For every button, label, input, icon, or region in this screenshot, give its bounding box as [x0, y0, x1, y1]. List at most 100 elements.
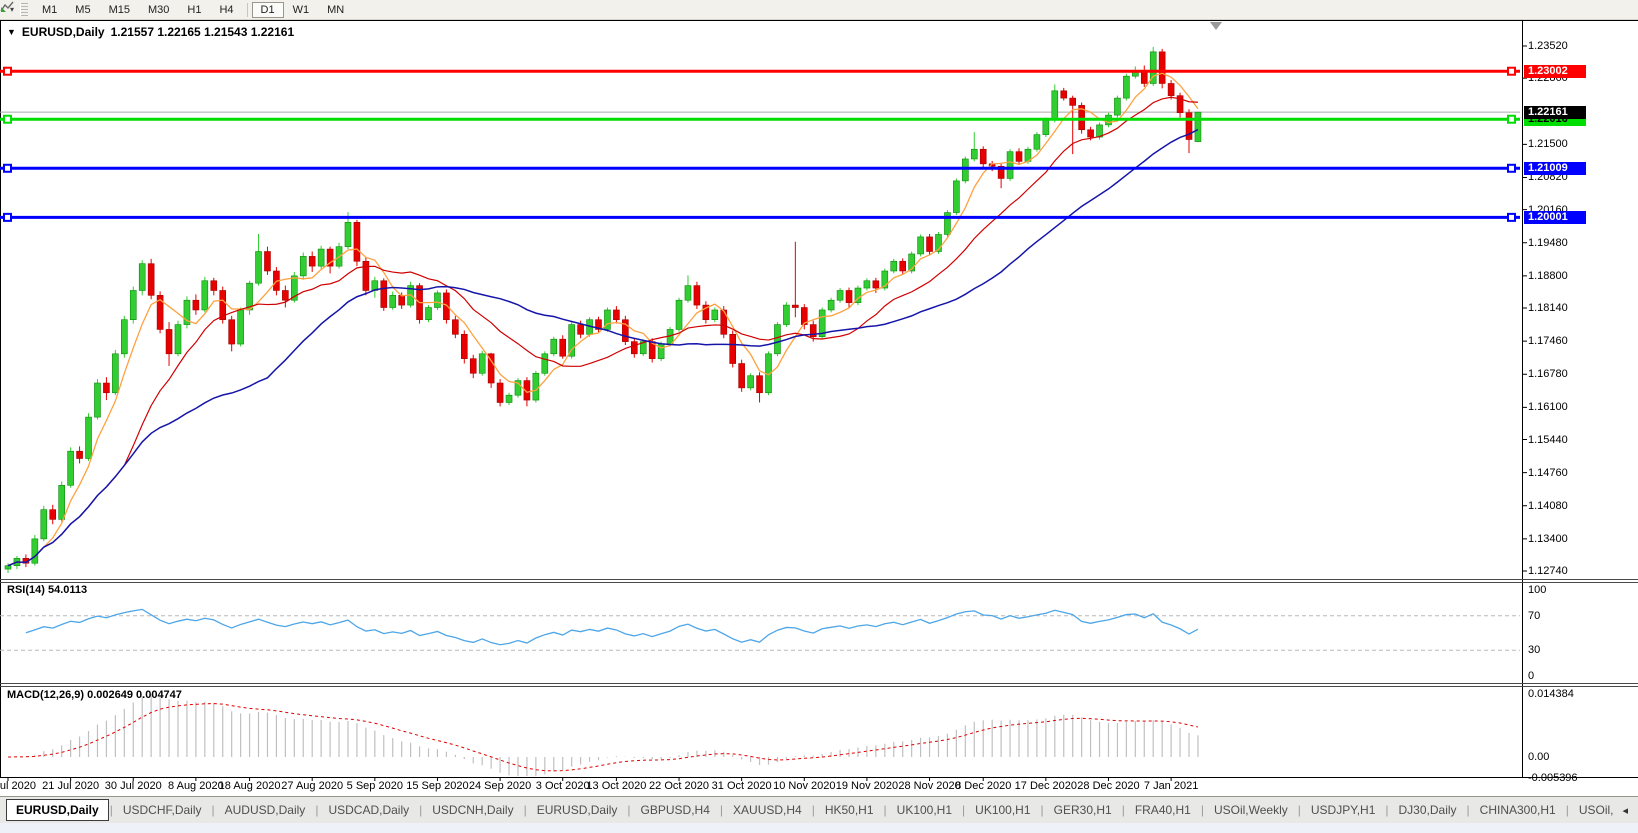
macd-tick-min: -0.005396	[1528, 772, 1578, 784]
price-badge-1.20001: 1.20001	[1524, 210, 1586, 224]
chart-tab-13[interactable]: USOil,Weekly	[1213, 803, 1288, 817]
rsi-tick-0: 0	[1528, 670, 1535, 682]
date-label-18: 28 Dec 2020	[1077, 780, 1140, 792]
chart-window-title: ▼ EURUSD,Daily 1.21557 1.22165 1.21543 1…	[7, 25, 294, 39]
date-label-9: 3 Oct 2020	[535, 780, 590, 792]
price-badge-1.23002: 1.23002	[1524, 64, 1586, 78]
tab-divider: |	[1297, 803, 1301, 817]
current-price-badge: 1.22161	[1524, 105, 1586, 119]
date-label-2: 30 Jul 2020	[104, 780, 162, 792]
tab-divider: |	[1200, 803, 1204, 817]
date-label-8: 24 Sep 2020	[468, 780, 532, 792]
chart-tab-3[interactable]: USDCAD,Daily	[328, 803, 410, 817]
date-label-14: 19 Nov 2020	[835, 780, 899, 792]
ma-slow-line	[7, 128, 1199, 567]
price-tick-1.18140: 1.18140	[1528, 302, 1568, 314]
ma-fast-line	[7, 72, 1199, 567]
rsi-indicator-name: RSI(14)	[7, 584, 45, 596]
price-tick-1.16780: 1.16780	[1528, 368, 1568, 381]
price-tick-1.15440: 1.15440	[1528, 433, 1568, 446]
timeframe-button-m5[interactable]: M5	[75, 3, 91, 16]
horizontal-line-1.22016[interactable]	[0, 114, 1520, 124]
chart-tab-4[interactable]: USDCNH,Daily	[432, 803, 514, 817]
tab-divider: |	[109, 803, 113, 817]
chart-tab-5[interactable]: EURUSD,Daily	[536, 803, 618, 817]
timeframe-button-h4[interactable]: H4	[219, 3, 234, 16]
horizontal-line-1.21009[interactable]	[0, 163, 1520, 173]
date-label-10: 13 Oct 2020	[586, 780, 647, 792]
tab-divider: |	[419, 803, 423, 817]
rsi-indicator	[0, 608, 1520, 651]
date-label-4: 18 Aug 2020	[218, 780, 281, 792]
toolbar-divider	[246, 2, 248, 17]
tool-dropdown-icon[interactable]: ▾	[10, 5, 15, 14]
tab-divider: |	[1385, 803, 1389, 817]
date-label-13: 10 Nov 2020	[773, 780, 836, 792]
chart-tab-2[interactable]: AUDUSD,Daily	[224, 803, 306, 817]
chart-tab-15[interactable]: DJ30,Daily	[1398, 803, 1457, 817]
chart-series-layer	[0, 45, 1527, 781]
date-label-16: 8 Dec 2020	[955, 780, 1012, 792]
chart-tab-bar: EURUSD,Daily | USDCHF,Daily | AUDUSD,Daily | U…	[0, 796, 1638, 823]
collapse-triangle-icon[interactable]: ▼	[7, 27, 16, 37]
chart-tab-9[interactable]: UK100,H1	[896, 803, 953, 817]
date-label-5: 27 Aug 2020	[281, 780, 344, 792]
timeframe-button-w1[interactable]: W1	[292, 3, 310, 16]
tab-divider: |	[811, 803, 815, 817]
toolbar-grip[interactable]	[20, 3, 29, 16]
date-label-3: 8 Aug 2020	[168, 780, 224, 792]
date-label-12: 31 Oct 2020	[711, 780, 772, 792]
tab-divider: |	[1565, 803, 1569, 817]
symbol-period-label: EURUSD,Daily	[21, 25, 105, 39]
ma-medium-line	[7, 96, 1198, 567]
chart-tab-0[interactable]: EURUSD,Daily	[6, 799, 109, 821]
timeframe-button-m30[interactable]: M30	[147, 3, 170, 16]
price-tick-1.18800: 1.18800	[1528, 269, 1568, 282]
macd-pane-label: MACD(12,26,9) 0.002649 0.004747	[7, 689, 182, 701]
rsi-indicator-value: 54.0113	[47, 584, 88, 596]
tab-divider: |	[315, 803, 319, 817]
status-strip	[0, 823, 1638, 833]
chart-tab-11[interactable]: GER30,H1	[1053, 803, 1112, 817]
chart-tab-16[interactable]: CHINA300,H1	[1479, 803, 1556, 817]
date-label-7: 15 Sep 2020	[406, 780, 469, 792]
chart-tab-12[interactable]: FRA40,H1	[1134, 803, 1191, 817]
timeframe-button-d1[interactable]: D1	[251, 1, 284, 18]
price-tick-1.23520: 1.23520	[1528, 39, 1568, 52]
macd-tick-zero: 0.00	[1528, 751, 1550, 763]
chart-shift-marker[interactable]	[1210, 22, 1222, 30]
rsi-pane-label: RSI(14) 54.0113	[7, 584, 87, 596]
tab-scroll-left-icon[interactable]: ◂	[1622, 804, 1629, 817]
horizontal-line-1.23002[interactable]	[0, 66, 1520, 76]
tab-divider: |	[1121, 803, 1125, 817]
timeframe-button-m15[interactable]: M15	[108, 3, 130, 16]
price-tick-1.12740: 1.12740	[1528, 565, 1568, 577]
macd-indicator	[7, 694, 1199, 776]
horizontal-line-1.20001[interactable]	[0, 212, 1520, 222]
price-tick-1.13400: 1.13400	[1528, 532, 1568, 545]
tab-divider: |	[1466, 803, 1470, 817]
chart-tab-1[interactable]: USDCHF,Daily	[122, 803, 202, 817]
axis-ticks	[7, 45, 1527, 781]
price-badge-1.21009: 1.21009	[1524, 161, 1586, 175]
timeframe-button-h1[interactable]: H1	[187, 3, 202, 16]
chart-tab-8[interactable]: HK50,H1	[824, 803, 874, 817]
date-label-19: 7 Jan 2021	[1143, 780, 1199, 792]
line-studies-icon-glyph	[0, 1, 14, 12]
candlestick-series	[4, 46, 1202, 573]
macd-indicator-name: MACD(12,26,9)	[7, 689, 85, 701]
chart-tab-6[interactable]: GBPUSD,H4	[640, 803, 710, 817]
rsi-tick-30: 30	[1528, 644, 1541, 657]
timeframe-button-m1[interactable]: M1	[42, 3, 58, 16]
chart-tab-10[interactable]: UK100,H1	[975, 803, 1031, 817]
chart-tab-14[interactable]: USDJPY,H1	[1310, 803, 1376, 817]
chart-tab-17[interactable]: USOil,	[1578, 803, 1614, 817]
price-tick-1.14760: 1.14760	[1528, 466, 1568, 479]
rsi-tick-70: 70	[1528, 609, 1541, 622]
timeframe-button-mn[interactable]: MN	[327, 3, 345, 16]
chart-tab-7[interactable]: XAUUSD,H4	[733, 803, 802, 817]
tab-divider: |	[962, 803, 966, 817]
date-label-0: 11 Jul 2020	[0, 780, 37, 792]
timeframe-buttons: M1 M5 M15 M30 H1 H4 D1 W1 MN	[33, 1, 353, 18]
